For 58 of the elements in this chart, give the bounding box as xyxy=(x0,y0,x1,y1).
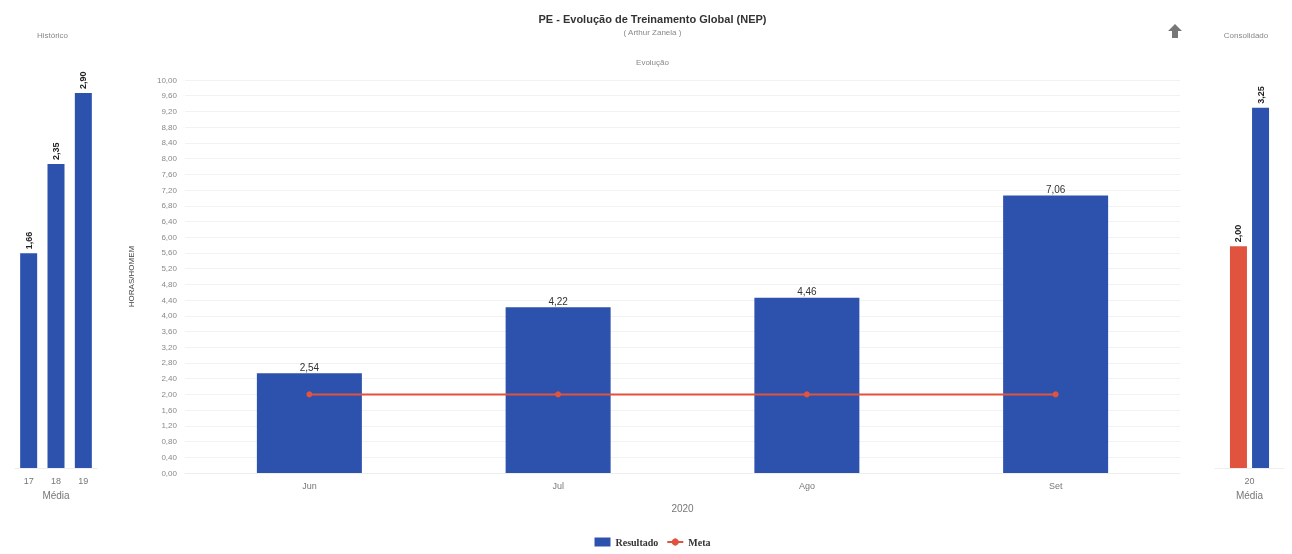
y-tick-label: 4,80 xyxy=(161,279,178,289)
bar xyxy=(505,307,611,473)
y-tick-label: 0,00 xyxy=(161,468,178,478)
y-tick-label: 5,60 xyxy=(161,248,178,258)
y-tick-label: 6,40 xyxy=(161,216,178,226)
y-tick-label: 9,20 xyxy=(161,106,178,116)
y-tick-label: 6,00 xyxy=(161,232,178,242)
y-tick-label: 1,20 xyxy=(161,421,178,431)
data-label: 3,25 xyxy=(1255,86,1266,104)
x-tick-label: 18 xyxy=(50,475,62,486)
x-tick-label: 17 xyxy=(23,475,34,486)
data-label: 2,90 xyxy=(78,71,89,89)
y-tick-label: 2,00 xyxy=(161,389,178,399)
y-tick-label: 8,00 xyxy=(161,154,178,164)
y-tick-label: 1,60 xyxy=(161,405,178,415)
x-axis-title: Média xyxy=(42,489,71,501)
legend-label: Resultado xyxy=(615,536,659,548)
y-tick-label: 7,60 xyxy=(161,169,178,179)
y-tick-label: 5,20 xyxy=(161,264,178,274)
x-tick-label: 19 xyxy=(78,475,89,486)
data-label: 7,06 xyxy=(1045,184,1066,196)
chart-title: Histórico xyxy=(36,30,69,40)
x-tick-label: 20 xyxy=(1244,475,1255,486)
y-axis-title: HORAS/HOMEM xyxy=(126,245,136,308)
data-label: 4,22 xyxy=(548,295,569,307)
bar xyxy=(754,297,860,473)
y-tick-label: 3,60 xyxy=(161,327,178,337)
chart-subtitle: ( Arthur Zanela ) xyxy=(623,27,682,37)
x-tick-label: Ago xyxy=(798,480,815,491)
y-tick-label: 2,80 xyxy=(161,358,178,368)
x-axis-title: 2020 xyxy=(671,502,695,514)
y-tick-label: 9,60 xyxy=(161,91,178,101)
bar xyxy=(1003,195,1109,473)
y-tick-label: 0,40 xyxy=(161,452,178,462)
data-label: 4,46 xyxy=(797,286,818,298)
data-label: 1,66 xyxy=(23,231,34,250)
y-tick-label: 3,20 xyxy=(161,342,178,352)
bar xyxy=(256,373,362,473)
x-tick-label: Jun xyxy=(302,480,317,491)
y-tick-label: 4,40 xyxy=(161,295,178,305)
x-tick-label: Jul xyxy=(552,480,564,491)
y-tick-label: 8,40 xyxy=(161,138,178,148)
x-axis-title: Média xyxy=(1235,489,1264,501)
chart-title: Consolidado xyxy=(1223,30,1269,40)
y-tick-label: 10,00 xyxy=(156,75,178,85)
y-tick-label: 7,20 xyxy=(161,185,178,195)
y-tick-label: 6,80 xyxy=(161,201,178,211)
data-label: 2,00 xyxy=(1233,224,1244,243)
x-tick-label: Set xyxy=(1048,480,1063,491)
y-tick-label: 2,40 xyxy=(161,374,178,384)
y-tick-label: 4,00 xyxy=(161,311,178,321)
chart-title: PE - Evolução de Treinamento Global (NEP) xyxy=(538,12,767,25)
y-tick-label: 8,80 xyxy=(161,122,178,132)
text: Evolução xyxy=(636,57,670,67)
y-tick-label: 0,80 xyxy=(161,437,178,447)
legend-label: Meta xyxy=(688,536,711,548)
data-label: 2,35 xyxy=(51,142,61,161)
data-label: 2,54 xyxy=(299,361,320,373)
